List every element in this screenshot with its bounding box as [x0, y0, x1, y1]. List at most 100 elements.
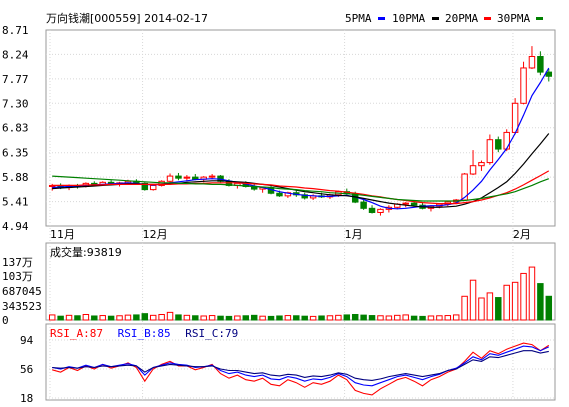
volume-y-tick: 0 — [2, 314, 9, 327]
price-y-tick: 7.30 — [2, 97, 29, 110]
volume-bar — [225, 315, 233, 321]
volume-bar — [528, 266, 536, 321]
volume-bar — [511, 281, 519, 321]
candle-body — [276, 192, 283, 197]
legend-10pma-swatch — [432, 17, 439, 20]
volume-bar — [545, 295, 553, 321]
legend-5pma-swatch — [378, 17, 385, 20]
candle — [377, 208, 384, 216]
volume-bar — [309, 315, 317, 321]
volume-bar — [107, 315, 115, 321]
volume-bar — [149, 314, 157, 321]
volume-bar — [461, 295, 468, 321]
volume-bar — [183, 314, 191, 321]
rsi-title: RSI_A:87 RSI_B:85 RSI_C:79 — [50, 327, 238, 340]
rsi-line-rsi_a — [52, 342, 550, 396]
volume-bar — [335, 314, 342, 321]
volume-panel-frame — [45, 242, 556, 321]
ma-line-20pma — [52, 170, 550, 205]
volume-bar — [259, 315, 266, 321]
moving-averages — [52, 67, 550, 210]
volume-bar — [326, 315, 334, 321]
candle — [175, 172, 182, 181]
candle-body — [520, 67, 527, 104]
legend-20pma-label: 20PMA — [445, 12, 478, 25]
legend-20pma-swatch — [484, 17, 491, 20]
candle — [537, 51, 544, 76]
price-y-tick: 8.71 — [2, 24, 29, 37]
volume-bar — [234, 315, 241, 321]
volume-bar — [82, 313, 90, 321]
rsi-line-rsi_c — [52, 350, 549, 381]
candle-body — [503, 131, 510, 150]
volume-bar — [267, 315, 275, 321]
volume-bar — [410, 315, 418, 321]
volume-bar — [427, 315, 435, 321]
candle-body — [469, 165, 477, 175]
price-y-tick: 6.83 — [2, 122, 29, 135]
candle — [166, 173, 174, 183]
candle — [301, 192, 308, 200]
price-y-tick: 6.35 — [2, 147, 29, 160]
candle — [469, 150, 477, 176]
volume-bar — [495, 297, 502, 321]
volume-bar — [436, 315, 443, 321]
price-y-tick: 5.41 — [2, 196, 29, 209]
ma-legend: 5PMA 10PMA 20PMA 30PMA — [345, 12, 543, 25]
legend-5pma-label: 5PMA — [345, 12, 372, 25]
volume-bar — [57, 315, 64, 321]
volume-bar — [192, 315, 199, 321]
volume-bar — [166, 311, 174, 321]
volume-bar — [520, 272, 527, 321]
rsi-y-tick: 94 — [20, 334, 34, 347]
volume-bar — [217, 315, 224, 321]
volume-bar — [141, 313, 149, 321]
volume-bar — [133, 314, 140, 321]
rsi-b-label: RSI_B:85 — [118, 327, 171, 340]
volume-bars — [48, 266, 553, 321]
volume-bar — [175, 314, 182, 321]
volume-bar — [91, 315, 98, 321]
volume-bar — [116, 315, 123, 321]
volume-y-tick: 103万 — [2, 270, 33, 283]
candle-body — [208, 175, 216, 178]
candle-body — [149, 184, 157, 191]
volume-bar — [469, 279, 477, 321]
candle-body — [360, 201, 367, 209]
volume-bar — [284, 315, 292, 321]
volume-bar — [65, 314, 73, 321]
volume-bar — [360, 314, 367, 321]
volume-bar — [293, 315, 300, 321]
month-label: 12月 — [143, 228, 168, 241]
volume-bar — [351, 313, 359, 321]
month-label: 11月 — [50, 228, 75, 241]
volume-bar — [301, 315, 308, 321]
volume-y-tick: 687045 — [2, 285, 42, 298]
volume-bar — [158, 313, 165, 321]
price-y-tick: 7.77 — [2, 73, 29, 86]
volume-bar — [368, 315, 376, 321]
candle-body — [545, 71, 553, 77]
candle-body — [410, 202, 418, 206]
legend-30pma-label: 30PMA — [497, 12, 530, 25]
month-label: 2月 — [513, 228, 531, 241]
rsi-panel-frame — [45, 323, 556, 401]
volume-bar — [377, 315, 384, 321]
rsi-c-label: RSI_C:79 — [185, 327, 238, 340]
axis-labels: 8.71 8.24 7.77 7.30 6.83 6.35 5.88 5.41 4.94 11月 1… — [2, 24, 531, 405]
candle-body — [402, 202, 409, 205]
volume-bar — [452, 314, 460, 321]
volume-bar — [99, 315, 106, 321]
volume-y-tick: 137万 — [2, 256, 33, 269]
legend-30pma-swatch — [536, 17, 543, 20]
rsi-y-tick: 18 — [20, 392, 33, 405]
chart-title: 万向钱潮[000559] 2014-02-17 — [46, 11, 208, 25]
price-candles — [48, 46, 553, 216]
candle-body — [368, 207, 376, 213]
volume-bar — [394, 314, 401, 321]
volume-bar — [385, 315, 393, 321]
rsi-line-rsi_b — [52, 345, 550, 387]
candle — [528, 46, 536, 69]
candle-body — [166, 175, 174, 182]
